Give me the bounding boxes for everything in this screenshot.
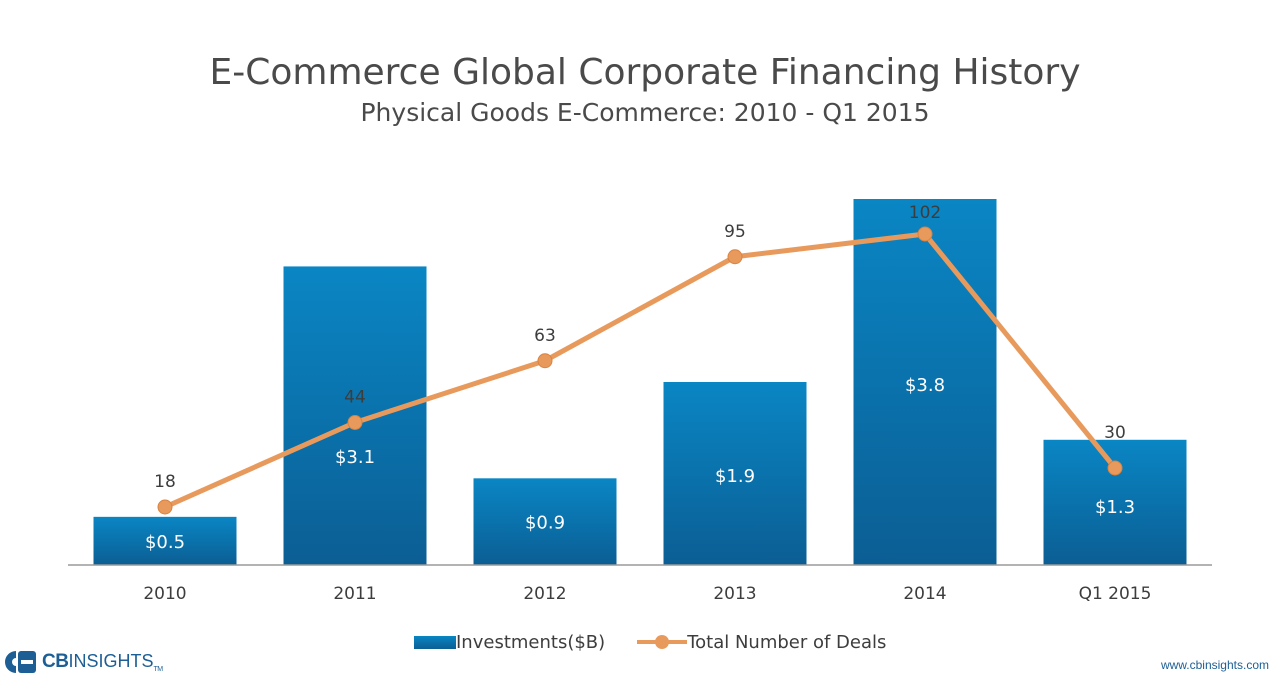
deals-point [157, 499, 173, 515]
bar-value-label: $0.5 [145, 532, 185, 553]
bar-value-label: $1.3 [1095, 497, 1135, 518]
deals-value-label: 18 [154, 472, 176, 492]
legend-swatch-bar [414, 635, 456, 649]
bar-value-label: $1.9 [715, 466, 755, 487]
deals-value-label: 95 [724, 222, 746, 242]
logo-brand-thin: INSIGHTS [68, 651, 154, 671]
bar-investment [93, 516, 237, 565]
legend-label-investments: Investments($B) [456, 631, 606, 653]
footer-url: www.cbinsights.com [1160, 658, 1269, 672]
legend-label-deals: Total Number of Deals [687, 631, 887, 653]
legend-swatch-line [637, 635, 688, 649]
x-tick-label: Q1 2015 [1079, 584, 1152, 604]
deals-point [727, 249, 743, 265]
logo-tm: TM [153, 666, 163, 673]
deals-point [917, 226, 933, 242]
logo-brand-bold: CB [42, 651, 69, 672]
bar-investment [663, 382, 807, 565]
bar-investment [853, 199, 997, 565]
deals-value-label: 30 [1104, 423, 1126, 443]
deals-point [347, 415, 363, 430]
deals-value-label: 44 [344, 388, 366, 408]
x-tick-label: 2012 [523, 584, 566, 604]
bar-value-label: $0.9 [525, 513, 565, 534]
chart-title: E-Commerce Global Corporate Financing Hi… [209, 52, 1081, 93]
chart-plot: $0.5 $3.1 $0.9 $1.9 $3.8 $1.3 2010 2011 2012 201… [68, 199, 1212, 604]
x-tick-label: 2013 [713, 584, 756, 604]
cbinsights-logo: CBINSIGHTSTM [4, 650, 163, 674]
bar-value-label: $3.1 [335, 447, 375, 468]
bar-investment [473, 478, 617, 565]
deals-value-label: 63 [534, 326, 556, 346]
legend-item-deals: Total Number of Deals [605, 632, 886, 653]
x-tick-label: 2014 [903, 584, 946, 604]
bar-value-label: $3.8 [905, 375, 945, 396]
chart-subtitle: Physical Goods E-Commerce: 2010 - Q1 201… [360, 98, 930, 127]
legend-item-investments: Investments($B) [414, 632, 605, 653]
deals-line [163, 231, 1117, 510]
deals-point [537, 353, 553, 369]
x-tick-label: 2010 [143, 584, 186, 604]
x-tick-label: 2011 [333, 584, 376, 604]
deals-point [1107, 460, 1123, 476]
cb-logo-icon [4, 650, 38, 674]
legend: Investments($B) Total Number of Deals [414, 630, 886, 654]
deals-value-label: 102 [909, 203, 941, 223]
